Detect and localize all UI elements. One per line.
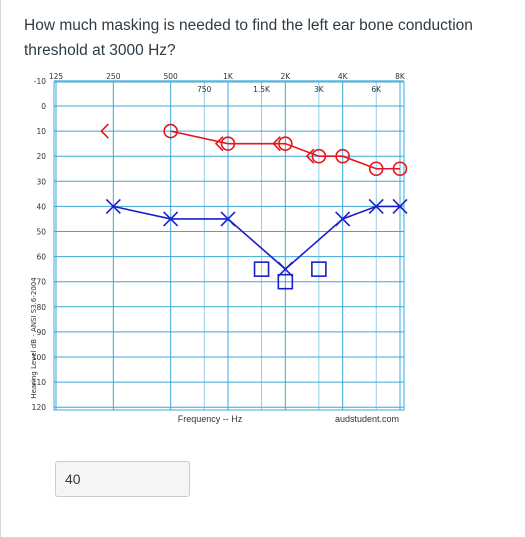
question-text: How much masking is needed to find the l…	[24, 17, 473, 59]
right-air-circle-mark	[335, 148, 350, 164]
y-tick-label: 20	[36, 152, 46, 161]
y-tick-label: 40	[36, 202, 46, 211]
y-tick-label: 90	[36, 328, 46, 337]
y-tick-label: -10	[34, 77, 46, 86]
x-tick-label-mid: 750	[197, 85, 212, 94]
page-left-border	[0, 0, 1, 537]
left-air-x-mark	[277, 261, 293, 277]
y-tick-label: 120	[32, 403, 47, 412]
right-air-circle-mark	[278, 136, 293, 151]
left-air-x-mark	[105, 198, 121, 214]
y-tick-label: 80	[36, 303, 46, 312]
left-masked-bone-square-mark	[311, 261, 327, 277]
left-air-x-mark	[392, 198, 408, 214]
y-tick-label: 0	[41, 102, 46, 111]
right-air-circle-mark	[220, 136, 236, 151]
left-air-x-mark	[335, 211, 351, 227]
right_air-line	[170, 130, 400, 170]
x-tick-label: 1K	[223, 72, 234, 81]
right-bone-bracket-mark	[214, 136, 224, 152]
y-tick-label: 30	[36, 177, 46, 186]
tick-layer: -10 0 10 20 30 40 50 60 70 80 90 100 110 120 125 250 500…	[32, 72, 406, 412]
left-masked-bone-square-mark	[253, 261, 270, 277]
x-tick-label: 500	[164, 72, 179, 81]
x-axis-label: Frequency -- Hz	[178, 414, 243, 424]
right-air-circle-mark	[163, 123, 178, 139]
y-tick-label: 60	[36, 253, 46, 262]
y-tick-label: 70	[36, 278, 46, 287]
y-axis-label: Hearing Level dB - ANSI S3.6-2004	[30, 277, 38, 399]
x-tick-label-mid: 3K	[314, 85, 325, 94]
right-air-circle-mark	[392, 161, 408, 177]
x-tick-label: 125	[49, 72, 64, 81]
chart-credit: audstudent.com	[335, 414, 399, 424]
audiogram-chart: -10 0 10 20 30 40 50 60 70 80 90 100 110 120 125 250 500…	[22, 68, 412, 438]
left-air-x-mark	[220, 211, 236, 227]
audiogram-svg: -10 0 10 20 30 40 50 60 70 80 90 100 110 120 125 250 500…	[30, 72, 408, 424]
plot-frame	[53, 81, 405, 411]
right-bone-bracket-mark	[305, 148, 315, 164]
x-tick-label: 4K	[338, 72, 349, 81]
left_air-line	[113, 205, 400, 271]
mark-layer	[100, 123, 408, 290]
y-tick-label: 10	[36, 127, 46, 136]
answer-input[interactable]: 40	[55, 461, 190, 497]
left-air-x-mark	[163, 211, 179, 227]
x-tick-label-mid: 1.5K	[253, 85, 271, 94]
grid-layer	[53, 80, 405, 411]
y-tick-label: 100	[32, 353, 47, 362]
right-bone-bracket-mark	[100, 123, 109, 139]
y-tick-label: 50	[36, 228, 46, 237]
x-tick-label: 2K	[280, 72, 291, 81]
x-tick-label: 250	[106, 72, 121, 81]
left-air-x-mark	[368, 198, 384, 214]
right-air-circle-mark	[311, 148, 327, 164]
left-masked-bone-square-mark	[277, 273, 294, 290]
x-tick-label: 8K	[395, 72, 406, 81]
y-tick-label: 110	[32, 378, 47, 387]
right-bone-bracket-mark	[272, 136, 281, 152]
right-air-circle-mark	[368, 161, 384, 177]
x-tick-label-mid: 6K	[371, 85, 382, 94]
